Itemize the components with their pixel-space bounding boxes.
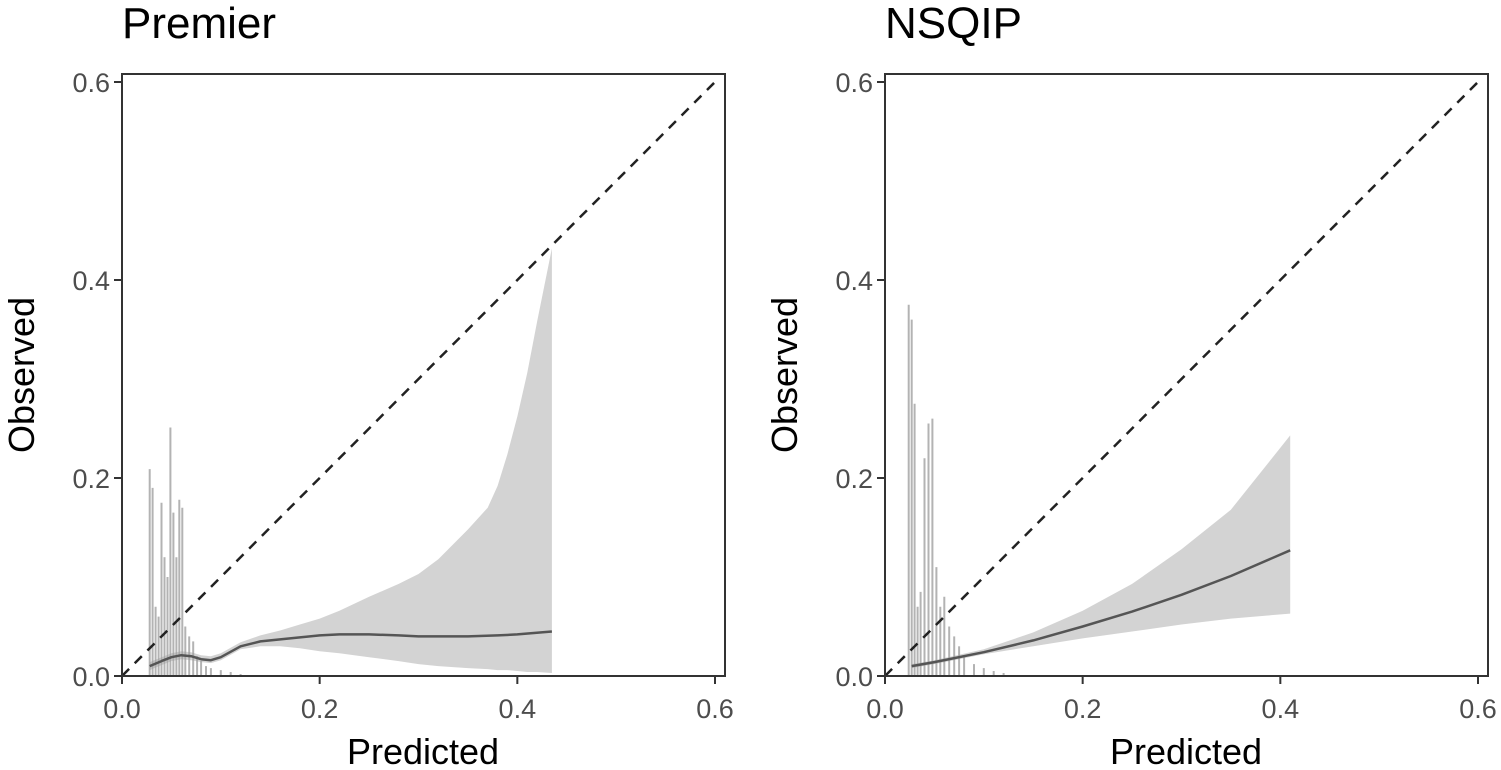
x-ticks-premier: 0.0 0.2 0.4 0.6 (103, 677, 734, 724)
reference-layer-premier (121, 81, 716, 677)
x-tick-label-premier: 0.2 (301, 694, 339, 724)
plot-frame-nsqip (884, 73, 1489, 677)
reference-line-nsqip (884, 81, 1479, 677)
y-tick-label-premier: 0.6 (72, 68, 110, 98)
band-layer-nsqip (911, 435, 1291, 669)
curve-layer-nsqip (911, 549, 1291, 668)
x-tick-label-premier: 0.0 (103, 694, 141, 724)
x-tick-label-nsqip: 0.2 (1064, 694, 1102, 724)
x-tick-label-nsqip: 0.0 (866, 694, 904, 724)
y-tick-label-nsqip: 0.2 (835, 464, 873, 494)
curve-layer-premier (149, 630, 553, 668)
y-tick-label-nsqip: 0.4 (835, 266, 873, 296)
panel-nsqip: NSQIP 0.0 0.2 0.4 0.6 0.0 0.2 0.4 0.6 Predicte… (764, 0, 1497, 770)
y-tick-label-premier: 0.4 (72, 266, 110, 296)
histogram-layer-nsqip (907, 304, 1005, 676)
confidence-band-nsqip (911, 435, 1291, 669)
histogram-layer-premier (148, 427, 242, 676)
x-axis-label-premier: Predicted (347, 731, 499, 770)
panel-title-nsqip: NSQIP (885, 0, 1022, 48)
x-tick-label-premier: 0.4 (499, 694, 537, 724)
y-ticks-premier: 0.0 0.2 0.4 0.6 (72, 68, 121, 692)
confidence-band-premier (149, 248, 552, 674)
x-axis-label-nsqip: Predicted (1110, 731, 1262, 770)
x-tick-label-nsqip: 0.4 (1262, 694, 1300, 724)
y-tick-label-premier: 0.0 (72, 662, 110, 692)
band-layer-premier (149, 248, 552, 674)
panel-title-premier: Premier (122, 0, 276, 48)
panel-premier: Premier 0.0 0.2 0.4 0.6 0.0 0.2 0.4 0.6 Predic… (1, 0, 734, 770)
calibration-curve-nsqip (911, 549, 1291, 668)
y-tick-label-nsqip: 0.0 (835, 662, 873, 692)
reference-line-premier (121, 81, 716, 677)
y-ticks-nsqip: 0.0 0.2 0.4 0.6 (835, 68, 884, 692)
x-tick-label-nsqip: 0.6 (1459, 694, 1497, 724)
x-ticks-nsqip: 0.0 0.2 0.4 0.6 (866, 677, 1497, 724)
y-tick-label-premier: 0.2 (72, 464, 110, 494)
plot-frame-premier (121, 73, 726, 677)
y-axis-label-premier: Observed (1, 297, 42, 453)
x-tick-label-premier: 0.6 (696, 694, 734, 724)
calibration-curve-premier (149, 630, 553, 668)
y-axis-label-nsqip: Observed (764, 297, 805, 453)
y-tick-label-nsqip: 0.6 (835, 68, 873, 98)
reference-layer-nsqip (884, 81, 1479, 677)
